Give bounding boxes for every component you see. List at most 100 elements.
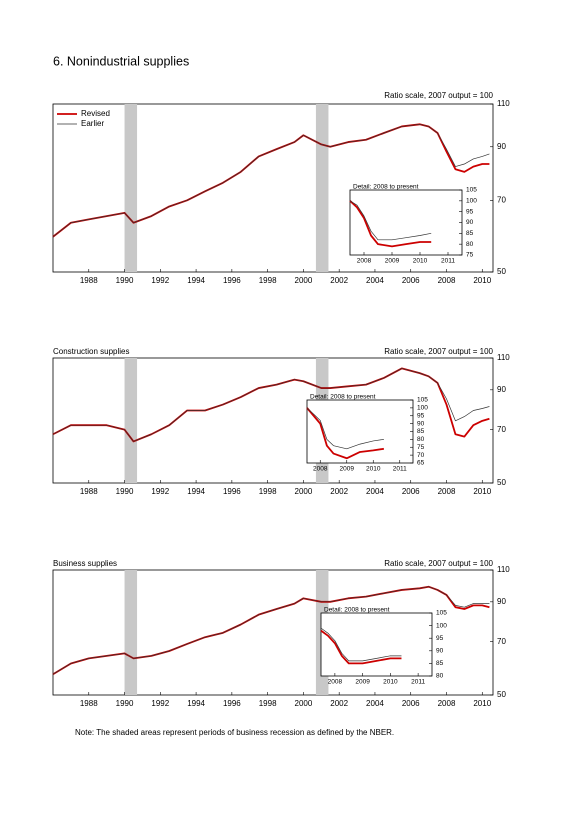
x-tick-label: 2004: [366, 487, 384, 496]
x-tick-label: 2002: [330, 276, 348, 285]
plot-frame: [52, 357, 494, 484]
recession-band: [124, 104, 138, 272]
y-tick-label: 105: [436, 610, 447, 617]
y-tick-label: 75: [466, 252, 474, 259]
y-tick-label: 50: [497, 690, 506, 699]
recession-band: [315, 104, 329, 272]
x-tick-label: 2000: [295, 487, 313, 496]
y-tick-label: 105: [466, 187, 477, 194]
x-tick-label: 1988: [80, 699, 98, 708]
y-tick-label: 70: [497, 195, 506, 204]
x-tick-label: 2011: [411, 679, 425, 686]
series-line: [349, 200, 432, 241]
y-tick-label: 65: [417, 460, 425, 467]
panel-title: Construction supplies: [53, 347, 129, 356]
x-tick-label: 2008: [438, 276, 456, 285]
y-tick-label: 85: [417, 428, 425, 435]
x-tick-label: 2006: [402, 487, 420, 496]
inset-frame: [320, 612, 433, 677]
x-tick-label: 2006: [402, 276, 420, 285]
x-tick-label: 1990: [116, 699, 134, 708]
x-tick-label: 2009: [355, 679, 370, 686]
x-tick-label: 1998: [259, 276, 277, 285]
y-tick-label: 90: [466, 219, 474, 226]
series-line: [52, 586, 490, 675]
y-tick-label: 80: [436, 673, 444, 680]
x-tick-label: 1998: [259, 699, 277, 708]
x-tick-label: 2002: [330, 487, 348, 496]
x-tick-label: 1990: [116, 276, 134, 285]
x-tick-label: 1992: [151, 699, 169, 708]
panel-title: Business supplies: [53, 559, 117, 568]
x-tick-label: 2002: [330, 699, 348, 708]
x-tick-label: 2000: [295, 276, 313, 285]
x-tick-label: 2009: [340, 466, 355, 473]
inset-title: Detail: 2008 to present: [310, 394, 376, 401]
x-tick-label: 2008: [438, 487, 456, 496]
series-line: [320, 627, 402, 662]
y-tick-label: 80: [466, 241, 474, 248]
recession-band: [124, 570, 138, 695]
y-tick-label: 70: [497, 637, 506, 646]
x-tick-label: 1988: [80, 276, 98, 285]
x-tick-label: 1990: [116, 487, 134, 496]
y-tick-label: 100: [417, 405, 428, 412]
y-tick-label: 50: [497, 478, 506, 487]
y-tick-label: 95: [436, 635, 444, 642]
series-line: [306, 407, 384, 450]
x-tick-label: 2010: [413, 258, 428, 265]
x-tick-label: 1998: [259, 487, 277, 496]
x-tick-label: 2004: [366, 699, 384, 708]
scale-note: Ratio scale, 2007 output = 100: [384, 91, 493, 100]
x-tick-label: 2008: [313, 466, 328, 473]
x-tick-label: 2010: [473, 699, 491, 708]
series-line: [349, 200, 432, 248]
y-tick-label: 90: [436, 648, 444, 655]
series-line: [52, 368, 490, 442]
page-title: 6. Nonindustrial supplies: [53, 54, 189, 68]
x-tick-label: 2000: [295, 699, 313, 708]
x-tick-label: 2010: [366, 466, 381, 473]
y-tick-label: 80: [417, 436, 425, 443]
y-tick-label: 75: [417, 444, 425, 451]
x-tick-label: 2011: [393, 466, 407, 473]
x-tick-label: 2008: [328, 679, 343, 686]
x-tick-label: 1996: [223, 699, 241, 708]
y-tick-label: 90: [497, 385, 506, 394]
x-tick-label: 2004: [366, 276, 384, 285]
y-tick-label: 90: [417, 420, 425, 427]
x-tick-label: 1988: [80, 487, 98, 496]
series-line: [320, 629, 402, 665]
series-line: [306, 407, 384, 460]
x-tick-label: 1994: [187, 699, 205, 708]
x-tick-label: 2006: [402, 699, 420, 708]
series-line: [52, 123, 490, 238]
legend-label: Earlier: [81, 119, 104, 128]
y-tick-label: 90: [497, 597, 506, 606]
y-tick-label: 110: [497, 99, 510, 108]
x-tick-label: 1994: [187, 276, 205, 285]
y-tick-label: 70: [497, 425, 506, 434]
x-tick-label: 1994: [187, 487, 205, 496]
y-tick-label: 95: [466, 208, 474, 215]
scale-note: Ratio scale, 2007 output = 100: [384, 559, 493, 568]
inset-title: Detail: 2008 to present: [353, 184, 419, 191]
y-tick-label: 85: [466, 230, 474, 237]
x-tick-label: 2008: [357, 258, 372, 265]
x-tick-label: 2010: [383, 679, 398, 686]
y-tick-label: 100: [436, 622, 447, 629]
scale-note: Ratio scale, 2007 output = 100: [384, 347, 493, 356]
legend-label: Revised: [81, 109, 110, 118]
x-tick-label: 2011: [441, 258, 455, 265]
recession-band: [124, 358, 138, 483]
inset-title: Detail: 2008 to present: [324, 607, 390, 614]
x-tick-label: 1996: [223, 276, 241, 285]
x-tick-label: 2010: [473, 276, 491, 285]
footnote: Note: The shaded areas represent periods…: [75, 728, 394, 737]
x-tick-label: 2010: [473, 487, 491, 496]
y-tick-label: 95: [417, 412, 425, 419]
x-tick-label: 2009: [385, 258, 400, 265]
y-tick-label: 110: [497, 565, 510, 574]
x-tick-label: 1996: [223, 487, 241, 496]
